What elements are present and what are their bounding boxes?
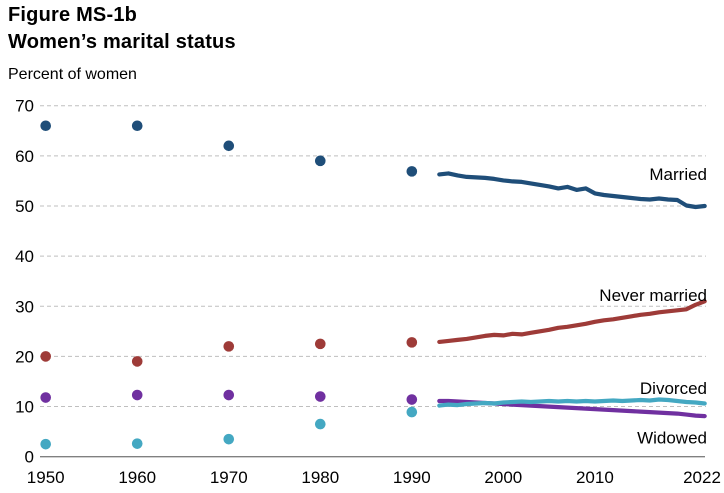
data-point-divorced-1990 (406, 406, 418, 418)
y-tick-label-10: 10 (15, 398, 34, 417)
x-tick-label-1990: 1990 (393, 468, 431, 487)
y-axis-unit-label: Percent of women (8, 66, 137, 83)
figure-header: Figure MS-1b Women’s marital status (8, 2, 236, 56)
y-tick-label-20: 20 (15, 347, 34, 366)
data-point-married-1950 (40, 120, 51, 132)
x-tick-label-1970: 1970 (210, 468, 248, 487)
data-point-never_married-1950 (40, 351, 51, 362)
series-label-married: Married (649, 165, 707, 184)
x-tick-label-2022: 2022 (683, 468, 721, 487)
data-point-married-1970 (223, 140, 235, 152)
x-tick-label-1950: 1950 (27, 468, 65, 487)
series-line-married (437, 171, 707, 210)
data-point-divorced-1950 (40, 438, 51, 450)
data-point-never_married-1980 (314, 338, 326, 350)
data-point-divorced-1980 (314, 418, 326, 430)
x-tick-label-2000: 2000 (484, 468, 522, 487)
data-point-married-1960 (131, 120, 143, 132)
data-point-divorced-1960 (131, 438, 143, 449)
data-point-widowed-1960 (131, 389, 143, 401)
x-tick-label-2010: 2010 (576, 468, 614, 487)
y-tick-label-0: 0 (25, 448, 34, 467)
series-label-widowed: Widowed (637, 429, 707, 448)
data-point-married-1980 (314, 155, 326, 167)
data-point-widowed-1980 (314, 391, 326, 402)
data-point-widowed-1990 (406, 394, 418, 405)
series-label-divorced: Divorced (640, 379, 707, 398)
y-tick-label-50: 50 (15, 197, 34, 216)
data-point-never_married-1970 (223, 341, 235, 352)
data-point-never_married-1990 (406, 337, 418, 348)
x-tick-label-1960: 1960 (118, 468, 156, 487)
y-tick-label-70: 70 (15, 97, 34, 116)
data-point-widowed-1970 (223, 389, 235, 401)
figure-title: Women’s marital status (8, 31, 236, 53)
figure-number: Figure MS-1b (8, 4, 138, 26)
data-point-divorced-1970 (223, 433, 235, 445)
x-tick-label-1980: 1980 (301, 468, 339, 487)
data-point-married-1990 (406, 166, 418, 177)
y-tick-label-60: 60 (15, 147, 34, 166)
series-line-divorced (437, 397, 707, 408)
series-label-never_married: Never married (599, 286, 707, 305)
y-tick-label-40: 40 (15, 247, 34, 266)
y-tick-label-30: 30 (15, 297, 34, 316)
data-point-never_married-1960 (131, 356, 143, 367)
series-line-never_married (437, 299, 707, 344)
data-point-widowed-1950 (40, 392, 51, 403)
